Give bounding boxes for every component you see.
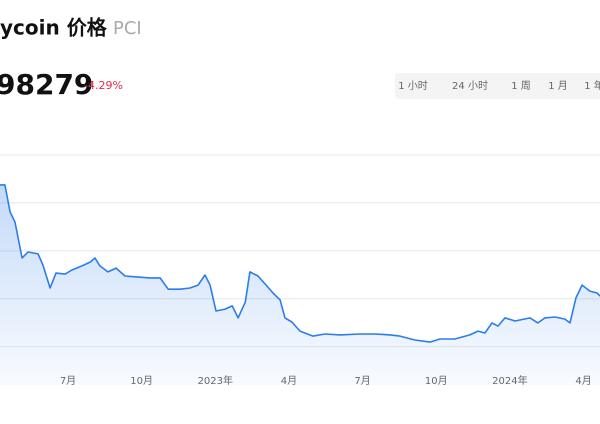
title: ycoin 价格 — [0, 16, 108, 40]
range-button[interactable]: 1 小时 — [398, 80, 428, 92]
range-button[interactable]: 1 月 — [548, 80, 568, 92]
range-button[interactable]: 24 小时 — [452, 80, 488, 92]
range-button[interactable]: 1 年 — [584, 79, 600, 92]
price: 98279 — [0, 68, 93, 101]
price-area — [0, 184, 600, 385]
range-selector — [395, 73, 600, 99]
price-change: -4.29% — [84, 79, 123, 92]
range-button[interactable]: 1 周 — [511, 80, 531, 92]
symbol: PCI — [113, 18, 142, 39]
price-line — [0, 184, 600, 343]
